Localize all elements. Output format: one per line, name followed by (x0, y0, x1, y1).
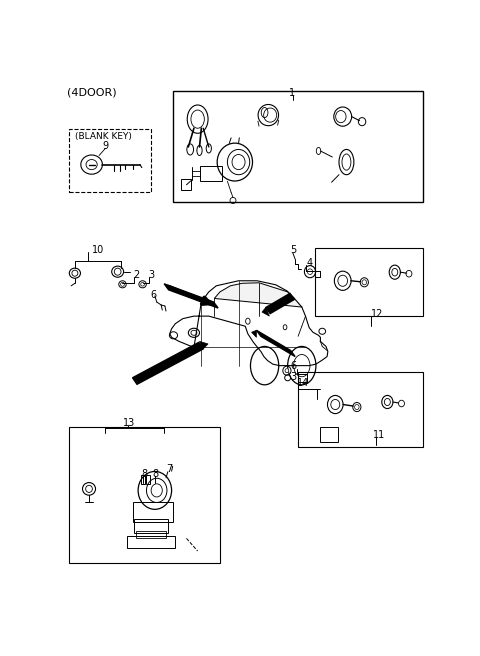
Ellipse shape (285, 369, 289, 373)
Bar (200, 166, 222, 181)
Text: 3: 3 (148, 270, 155, 279)
Bar (298, 372, 423, 447)
Text: 6: 6 (290, 361, 296, 371)
Bar (69, 129, 151, 192)
Bar (69, 427, 220, 563)
Text: 9: 9 (102, 142, 108, 152)
Polygon shape (256, 330, 295, 357)
Text: 11: 11 (373, 430, 385, 440)
Bar (132, 501, 173, 522)
Text: 10: 10 (92, 245, 104, 255)
Polygon shape (215, 283, 302, 307)
Text: 8: 8 (141, 469, 147, 479)
Text: 4: 4 (306, 258, 312, 268)
Polygon shape (252, 330, 256, 337)
Bar (321, 427, 338, 442)
Ellipse shape (141, 283, 144, 286)
Bar (315, 248, 423, 316)
Text: 12: 12 (371, 308, 383, 319)
Polygon shape (262, 308, 269, 316)
Polygon shape (200, 341, 208, 349)
Text: 14: 14 (297, 378, 310, 388)
Text: 8: 8 (152, 469, 158, 479)
Text: 13: 13 (123, 419, 135, 428)
Bar (136, 531, 166, 539)
Text: 3: 3 (290, 372, 297, 382)
Bar (141, 475, 145, 484)
Bar (146, 475, 150, 484)
Text: (4DOOR): (4DOOR) (67, 88, 117, 98)
Bar (127, 536, 175, 548)
Bar (134, 519, 168, 533)
Polygon shape (164, 284, 218, 308)
Text: 5: 5 (290, 245, 296, 255)
Text: 2: 2 (133, 270, 140, 279)
Text: (BLANK KEY): (BLANK KEY) (75, 133, 132, 141)
Text: 6: 6 (150, 290, 156, 300)
Polygon shape (266, 293, 294, 314)
Text: 1: 1 (289, 88, 295, 98)
Polygon shape (132, 342, 203, 384)
Bar (173, 91, 423, 203)
Ellipse shape (307, 269, 312, 274)
Text: 7: 7 (166, 464, 172, 474)
Bar (181, 178, 192, 190)
